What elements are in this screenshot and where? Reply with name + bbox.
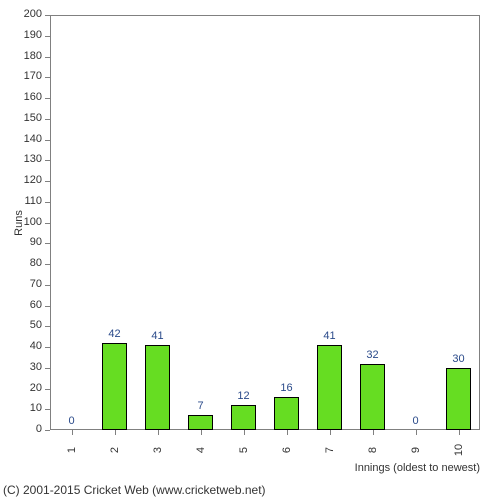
y-tick-label: 150 — [0, 112, 42, 124]
y-tick-mark — [45, 430, 50, 431]
y-tick-label: 110 — [0, 195, 42, 207]
bar — [231, 405, 257, 430]
copyright-text: (C) 2001-2015 Cricket Web (www.cricketwe… — [3, 483, 266, 497]
bar — [145, 345, 171, 430]
bar — [446, 368, 472, 430]
y-tick-label: 70 — [0, 278, 42, 290]
y-axis-label: Runs — [13, 210, 25, 236]
x-tick-mark — [416, 430, 417, 435]
x-tick-mark — [244, 430, 245, 435]
y-tick-mark — [45, 77, 50, 78]
bar-value-label: 12 — [237, 390, 249, 402]
bar — [188, 415, 214, 430]
bar-value-label: 41 — [151, 330, 163, 342]
x-tick-label: 7 — [324, 440, 336, 460]
y-tick-mark — [45, 326, 50, 327]
bar-value-label: 16 — [280, 382, 292, 394]
y-tick-label: 140 — [0, 133, 42, 145]
bar-value-label: 41 — [323, 330, 335, 342]
bar-value-label: 42 — [108, 328, 120, 340]
bar — [317, 345, 343, 430]
y-tick-label: 90 — [0, 236, 42, 248]
bar — [360, 364, 386, 430]
y-tick-mark — [45, 223, 50, 224]
y-tick-label: 50 — [0, 319, 42, 331]
y-tick-mark — [45, 160, 50, 161]
x-tick-mark — [330, 430, 331, 435]
y-tick-mark — [45, 264, 50, 265]
x-tick-label: 5 — [238, 440, 250, 460]
y-tick-mark — [45, 57, 50, 58]
x-tick-label: 4 — [195, 440, 207, 460]
y-tick-mark — [45, 202, 50, 203]
x-tick-label: 10 — [453, 440, 465, 460]
x-tick-label: 9 — [410, 440, 422, 460]
y-tick-mark — [45, 409, 50, 410]
bar-value-label: 7 — [197, 400, 203, 412]
x-tick-label: 2 — [109, 440, 121, 460]
x-tick-mark — [373, 430, 374, 435]
bar-value-label: 0 — [412, 415, 418, 427]
y-tick-mark — [45, 98, 50, 99]
y-tick-mark — [45, 243, 50, 244]
x-tick-label: 1 — [66, 440, 78, 460]
x-tick-mark — [72, 430, 73, 435]
y-tick-label: 10 — [0, 402, 42, 414]
x-tick-mark — [201, 430, 202, 435]
x-tick-label: 8 — [367, 440, 379, 460]
y-tick-label: 130 — [0, 153, 42, 165]
y-tick-label: 40 — [0, 340, 42, 352]
y-tick-label: 120 — [0, 174, 42, 186]
x-tick-label: 6 — [281, 440, 293, 460]
x-tick-mark — [158, 430, 159, 435]
chart-container: 0102030405060708090100110120130140150160… — [0, 0, 500, 500]
bar-value-label: 30 — [452, 353, 464, 365]
y-tick-mark — [45, 15, 50, 16]
y-tick-label: 180 — [0, 50, 42, 62]
x-tick-label: 3 — [152, 440, 164, 460]
y-tick-mark — [45, 306, 50, 307]
x-tick-mark — [287, 430, 288, 435]
y-tick-label: 160 — [0, 91, 42, 103]
y-tick-mark — [45, 368, 50, 369]
bar-value-label: 0 — [68, 415, 74, 427]
y-tick-label: 0 — [0, 423, 42, 435]
y-tick-label: 30 — [0, 361, 42, 373]
bar-value-label: 32 — [366, 349, 378, 361]
y-tick-mark — [45, 347, 50, 348]
y-tick-label: 60 — [0, 299, 42, 311]
y-tick-mark — [45, 140, 50, 141]
y-tick-mark — [45, 389, 50, 390]
y-tick-mark — [45, 119, 50, 120]
bar — [102, 343, 128, 430]
x-axis-label: Innings (oldest to newest) — [355, 462, 480, 474]
y-tick-label: 20 — [0, 382, 42, 394]
bar — [274, 397, 300, 430]
y-tick-label: 200 — [0, 8, 42, 20]
x-tick-mark — [115, 430, 116, 435]
y-tick-label: 80 — [0, 257, 42, 269]
y-tick-mark — [45, 181, 50, 182]
x-tick-mark — [459, 430, 460, 435]
y-tick-mark — [45, 36, 50, 37]
y-tick-label: 190 — [0, 29, 42, 41]
y-tick-label: 170 — [0, 70, 42, 82]
y-tick-mark — [45, 285, 50, 286]
